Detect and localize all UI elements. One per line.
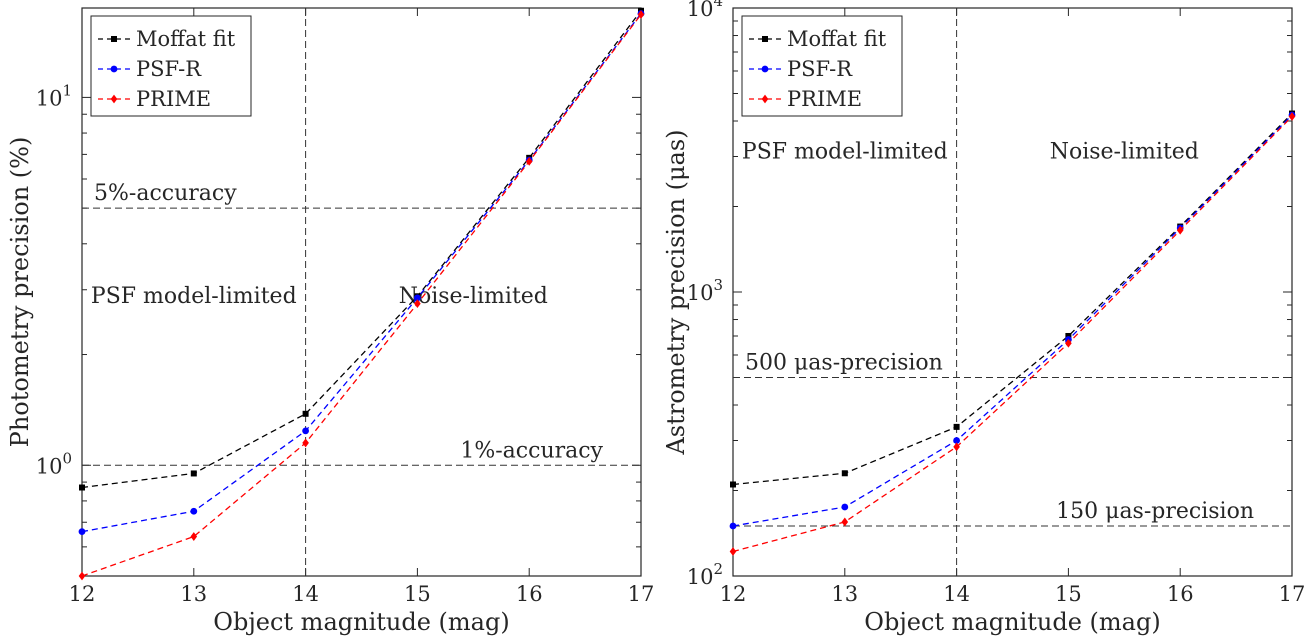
y-tick-base: 10 xyxy=(687,281,714,305)
data-point xyxy=(78,571,86,581)
data-point xyxy=(302,427,309,435)
x-tick-label: 17 xyxy=(628,582,655,606)
y-tick-exponent: 0 xyxy=(62,449,72,467)
data-point xyxy=(78,528,86,536)
data-point xyxy=(729,522,737,530)
y-tick-exponent: 3 xyxy=(713,276,723,294)
legend-marker xyxy=(110,65,118,73)
series-line xyxy=(81,10,642,489)
y-tick-base: 10 xyxy=(36,86,63,110)
x-axis-label: Object magnitude (mag) xyxy=(864,608,1160,636)
legend-label: Moffat fit xyxy=(136,27,236,51)
ref-line-label: 5%-accuracy xyxy=(94,181,237,206)
data-point xyxy=(1065,338,1072,348)
legend-marker xyxy=(762,36,768,42)
legend: Moffat fit PSF-R PRIME xyxy=(90,15,252,117)
y-tick-exponent: 4 xyxy=(713,0,723,10)
series-prime xyxy=(78,10,645,581)
legend-label: PSF-R xyxy=(136,57,202,81)
legend-marker xyxy=(111,36,117,42)
data-point xyxy=(190,507,198,515)
data-point xyxy=(841,470,848,477)
legend: Moffat fit PSF-R PRIME xyxy=(741,15,903,117)
series-prime xyxy=(729,112,1296,556)
region-annotation: PSF model-limited xyxy=(91,284,297,309)
x-tick-label: 16 xyxy=(516,582,543,606)
y-tick-base: 10 xyxy=(687,565,714,589)
x-tick-label: 13 xyxy=(831,582,858,606)
region-annotation: Noise-limited xyxy=(399,284,548,309)
data-point xyxy=(414,299,421,309)
data-point xyxy=(190,532,198,541)
legend-label: PRIME xyxy=(787,87,862,111)
region-annotation: Noise-limited xyxy=(1050,139,1199,164)
y-tick-exponent: 2 xyxy=(713,560,723,578)
y-axis-label: Astrometry precision (μas) xyxy=(662,129,690,455)
data-point xyxy=(79,484,85,491)
series-line xyxy=(81,13,642,533)
data-point xyxy=(729,547,737,556)
data-point xyxy=(841,503,849,511)
data-point xyxy=(525,156,533,166)
data-point xyxy=(637,10,645,19)
data-point xyxy=(730,481,736,488)
ref-line-label: 150 μas-precision xyxy=(1056,499,1254,524)
x-axis-label: Object magnitude (mag) xyxy=(213,608,509,636)
y-tick-base: 10 xyxy=(687,0,714,21)
x-tick-label: 15 xyxy=(404,582,431,606)
data-point xyxy=(190,470,197,477)
legend-label: PSF-R xyxy=(787,57,853,81)
legend-marker xyxy=(761,65,769,73)
x-tick-label: 17 xyxy=(1279,582,1306,606)
series-line xyxy=(732,113,1293,486)
data-point xyxy=(953,442,960,452)
y-axis-label: Photometry precision (%) xyxy=(6,137,34,448)
y-tick-label: 103 xyxy=(687,276,723,305)
x-tick-label: 14 xyxy=(292,582,319,606)
series-line xyxy=(81,14,642,577)
ref-line-label: 1%-accuracy xyxy=(460,438,603,463)
data-point xyxy=(1176,225,1184,235)
x-tick-label: 12 xyxy=(69,582,96,606)
ref-line-label: 500 μas-precision xyxy=(745,350,943,375)
y-tick-exponent: 1 xyxy=(62,81,72,99)
y-tick-label: 101 xyxy=(36,81,72,110)
data-point xyxy=(414,294,421,302)
legend-label: Moffat fit xyxy=(787,27,887,51)
y-tick-label: 104 xyxy=(687,0,723,21)
data-point xyxy=(841,517,849,527)
x-tick-label: 14 xyxy=(943,582,970,606)
data-point xyxy=(953,423,960,430)
data-point xyxy=(953,437,960,444)
data-point xyxy=(302,438,309,448)
x-tick-label: 15 xyxy=(1055,582,1082,606)
legend-label: PRIME xyxy=(136,87,211,111)
legend-marker xyxy=(761,94,769,104)
y-tick-label: 100 xyxy=(36,449,72,478)
x-tick-label: 12 xyxy=(720,582,747,606)
data-point xyxy=(1288,112,1296,121)
data-point xyxy=(302,410,309,417)
legend-marker xyxy=(110,94,118,104)
series-line xyxy=(732,114,1293,527)
x-tick-label: 16 xyxy=(1167,582,1194,606)
y-tick-base: 10 xyxy=(36,454,63,478)
x-tick-label: 13 xyxy=(180,582,207,606)
data-point xyxy=(1065,332,1072,339)
region-annotation: PSF model-limited xyxy=(742,139,948,164)
y-tick-label: 102 xyxy=(687,560,723,589)
